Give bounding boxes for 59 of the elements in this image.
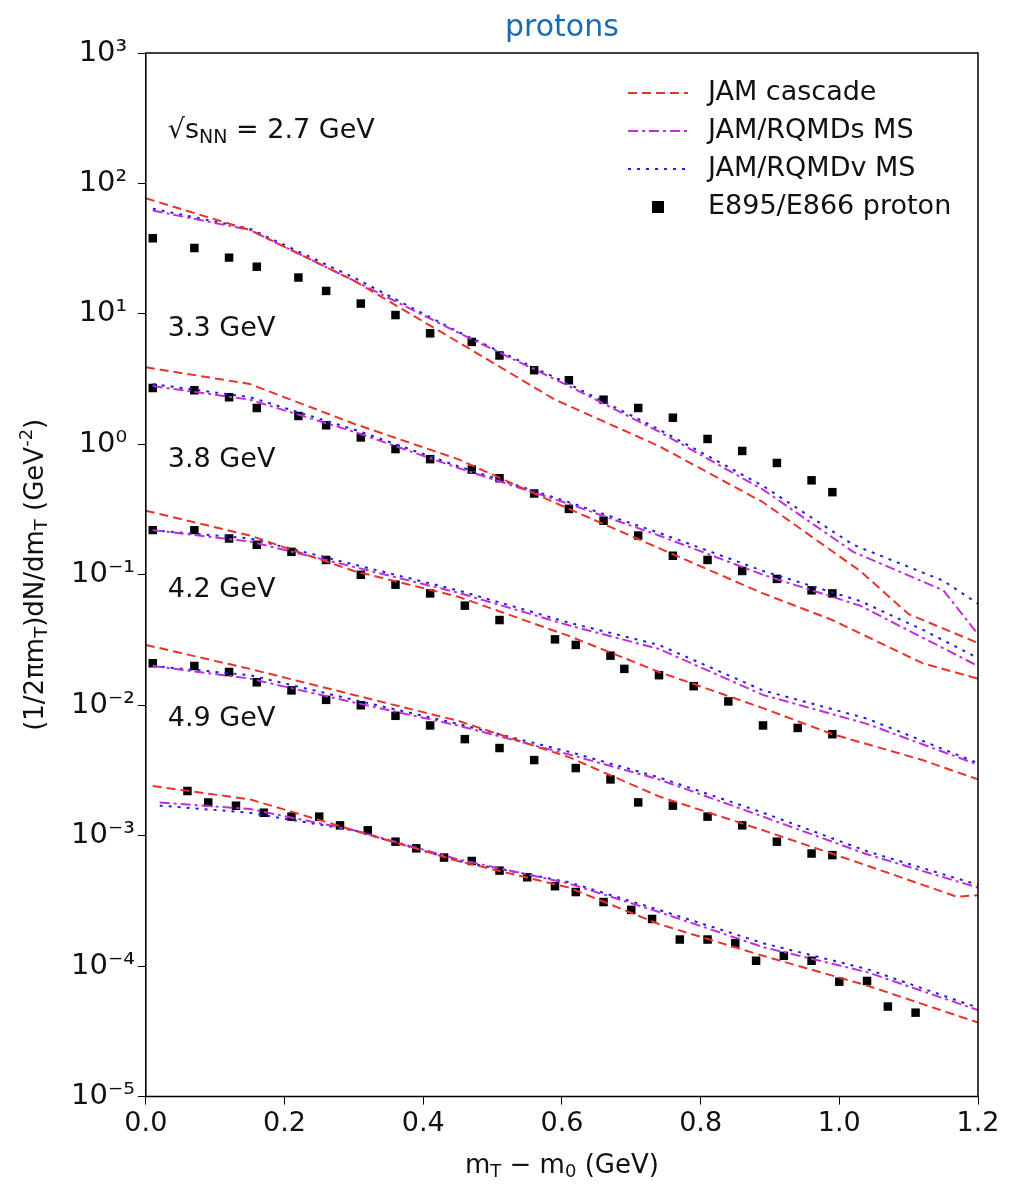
point [294,273,303,282]
point [252,262,262,271]
point [391,310,400,320]
point [231,801,241,810]
y-tick-label: 10⁰ [78,424,128,459]
point [807,849,816,858]
point [224,253,234,262]
x-tick-label: 1.2 [956,1105,1000,1137]
point [148,234,158,243]
y-tick-label: 10⁻³ [71,816,135,851]
legend-label: E895/E866 proton [708,189,952,221]
annotation: 3.3 GeV [167,310,276,342]
point [772,837,782,846]
point [807,476,816,485]
y-tick-label: 10² [78,163,128,198]
legend-label: JAM/RQMDs MS [706,113,914,145]
y-tick-label: 10⁻⁴ [71,946,135,981]
point [495,743,504,753]
point [703,555,712,565]
y-tick-label: 10⁻² [71,685,135,720]
y-tick-label: 10⁻¹ [71,555,135,590]
point [287,686,296,695]
annotation: 4.2 GeV [167,572,276,604]
annotation: 4.9 GeV [167,700,276,732]
point [793,723,802,733]
point [460,601,470,610]
point [668,413,678,422]
y-tick-label: 10³ [78,33,128,68]
point [190,661,199,671]
point [190,525,199,535]
point [606,651,615,660]
x-tick-label: 0.4 [401,1105,445,1137]
point [391,711,400,721]
point [356,299,366,308]
point [550,635,560,644]
point [606,775,615,784]
chart-title: protons [505,7,619,43]
x-tick-label: 1.0 [817,1105,861,1137]
point [724,697,733,706]
annotation: 3.8 GeV [167,442,276,474]
point [758,721,768,730]
point [425,329,435,338]
point [911,1008,920,1017]
point [828,487,837,497]
point [883,1002,893,1011]
point [495,615,504,625]
x-tick-label: 0.8 [679,1105,723,1137]
point [620,664,629,674]
y-tick-label: 10¹ [78,294,128,329]
point [675,935,685,944]
point [425,721,435,730]
point [190,243,199,253]
legend-label: JAM cascade [706,75,877,107]
point [633,798,643,807]
legend-label: JAM/RQMDv MS [706,151,916,183]
x-tick-label: 0.6 [540,1105,584,1137]
x-tick-label: 0.2 [263,1105,306,1137]
point [703,434,712,444]
y-axis-title: (1/2πmT)dN/dmT (GeV-2) [14,418,52,731]
